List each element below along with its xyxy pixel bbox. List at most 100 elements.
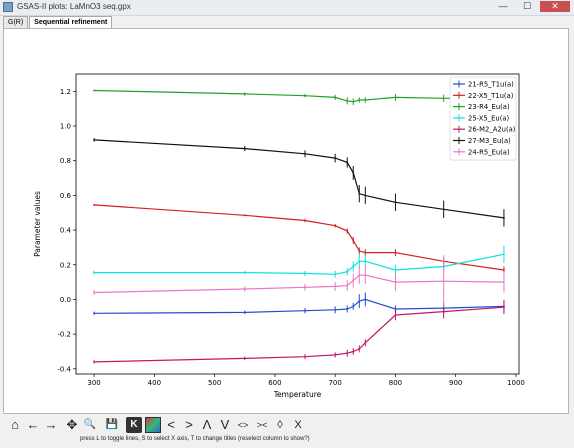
minimize-button[interactable]: —: [498, 1, 508, 11]
data-point: [352, 350, 355, 353]
status-bar: press L to toggle lines, S to select X a…: [80, 436, 310, 442]
x-tick-label: 300: [87, 379, 100, 387]
window-titlebar: GSAS-II plots: LaMnO3 seq.gpx — ☐ ✕: [0, 0, 574, 16]
data-point: [442, 208, 445, 211]
data-point: [352, 171, 355, 174]
window-title: GSAS-II plots: LaMnO3 seq.gpx: [17, 2, 131, 11]
data-point: [304, 219, 306, 222]
data-point: [364, 194, 367, 197]
series-group: [93, 255, 505, 308]
data-point: [358, 300, 361, 303]
series-line: [94, 89, 504, 103]
data-point: [364, 298, 367, 301]
plot-tabs: G(R) Sequential refinement: [3, 16, 113, 28]
data-point: [93, 291, 95, 294]
expand-y-icon[interactable]: ◊: [277, 419, 283, 431]
series-line: [94, 204, 504, 271]
data-point: [364, 341, 367, 344]
legend-entry: 25-X5_Eu(a): [468, 114, 510, 122]
legend-box: [449, 76, 517, 161]
data-point: [334, 96, 337, 99]
data-point: [394, 308, 397, 310]
greater-than-icon[interactable]: >: [185, 417, 193, 432]
back-arrow-icon[interactable]: ←: [26, 417, 40, 432]
maximize-button[interactable]: ☐: [522, 1, 532, 11]
pan-icon[interactable]: ✥: [66, 417, 78, 432]
data-point: [358, 274, 361, 277]
data-point: [352, 265, 355, 268]
plot-frame: [75, 73, 520, 375]
data-point: [243, 147, 246, 150]
x-tick-label: 900: [449, 379, 462, 387]
y-tick-label: 0.8: [60, 157, 71, 165]
data-point: [304, 152, 306, 155]
data-point: [304, 309, 306, 312]
close-button[interactable]: ✕: [540, 1, 570, 12]
legend-entry: 22-X5_T1u(a): [468, 92, 514, 100]
data-point: [394, 314, 397, 316]
plot-canvas[interactable]: 300 400 500 600 700 800 900 1000 -0.4 -0.2 0.0 0.2 0…: [3, 28, 569, 414]
data-point: [93, 138, 95, 141]
data-point: [304, 94, 306, 97]
data-point: [346, 270, 349, 273]
data-point: [243, 214, 246, 217]
data-point: [93, 360, 95, 363]
shift-up-icon[interactable]: Λ: [202, 417, 212, 432]
zoom-icon[interactable]: 🔍: [83, 419, 97, 430]
data-point: [243, 93, 246, 95]
data-point: [346, 161, 349, 164]
data-point: [364, 251, 367, 254]
x-axis-label: Temperature: [273, 390, 322, 399]
data-point: [352, 100, 355, 103]
data-point: [394, 96, 397, 99]
data-point: [334, 285, 337, 288]
data-point: [93, 271, 95, 274]
data-point: [346, 352, 349, 355]
data-point: [334, 273, 337, 276]
data-point: [394, 269, 397, 271]
data-point: [346, 230, 349, 232]
x-tick-label: 800: [389, 379, 402, 387]
data-point: [93, 312, 95, 315]
legend-entry: 26-M2_A2u(a): [468, 126, 516, 134]
data-point: [364, 260, 367, 263]
data-point: [346, 308, 349, 310]
data-point: [394, 251, 397, 254]
x-tick-label: 400: [148, 379, 161, 387]
color-map-icon[interactable]: [145, 417, 161, 433]
series-line: [94, 253, 505, 275]
series-group: [93, 138, 505, 227]
data-point: [358, 347, 361, 350]
data-point: [93, 204, 95, 206]
data-point: [352, 305, 355, 308]
data-point: [442, 97, 445, 100]
series-line: [94, 274, 504, 294]
data-point: [334, 308, 337, 311]
plot-toolbar: ⌂ ← → ✥ 🔍 💾 K < > Λ V <> >< ◊ X: [0, 414, 574, 436]
data-point: [304, 272, 306, 275]
tab-gr[interactable]: G(R): [3, 16, 29, 28]
data-point: [304, 286, 306, 289]
shrink-x-icon[interactable]: ><: [256, 420, 268, 430]
data-point: [364, 99, 367, 101]
series-line: [94, 139, 504, 219]
x-tick-label: 500: [208, 379, 221, 387]
data-point: [334, 354, 337, 356]
forward-arrow-icon[interactable]: →: [44, 417, 58, 432]
y-tick-label: 1.2: [60, 88, 71, 96]
save-icon[interactable]: 💾: [105, 419, 119, 430]
expand-x-icon[interactable]: <>: [237, 420, 249, 430]
shift-down-icon[interactable]: V: [220, 417, 230, 432]
y-tick-label: 0.2: [60, 261, 71, 269]
shrink-y-icon[interactable]: X: [294, 419, 302, 431]
y-tick-label: 0.4: [60, 227, 72, 235]
data-point: [352, 239, 355, 242]
x-tick-label: 700: [328, 379, 341, 387]
tab-sequential-refinement[interactable]: Sequential refinement: [29, 16, 113, 28]
home-icon[interactable]: ⌂: [11, 417, 19, 432]
data-point: [352, 279, 355, 282]
legend-entry: 27-M3_Eu(a): [468, 137, 511, 145]
series-line: [94, 306, 504, 363]
less-than-icon[interactable]: <: [167, 417, 175, 432]
key-icon[interactable]: K: [126, 417, 142, 433]
